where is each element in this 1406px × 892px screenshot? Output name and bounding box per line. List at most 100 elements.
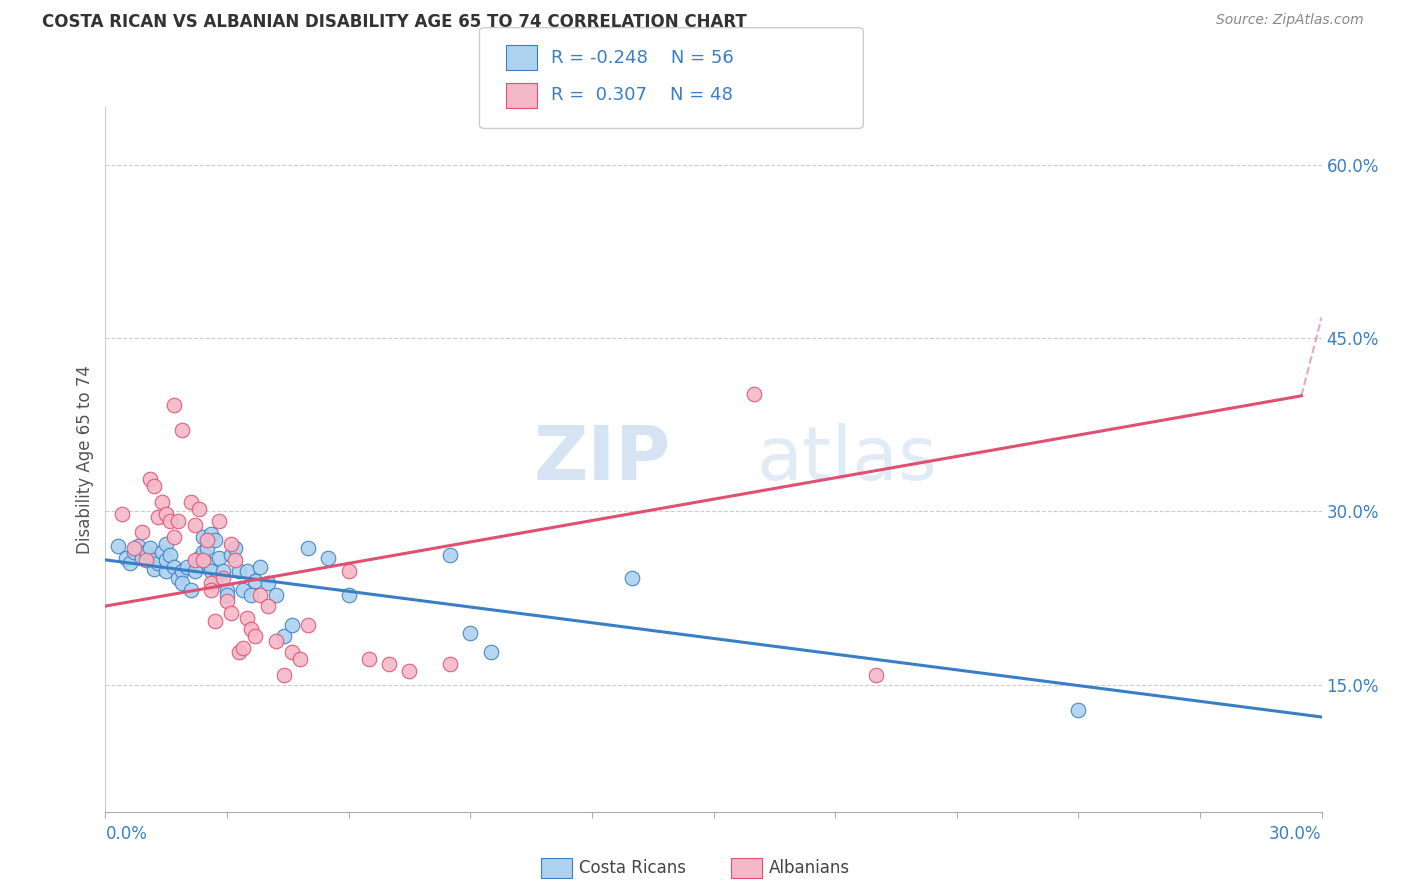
Point [127, 539, 149, 553]
Point [131, 525, 153, 540]
Point [236, 565, 259, 579]
Point [187, 550, 209, 565]
Point [183, 518, 205, 533]
Point [245, 574, 267, 588]
Point [191, 553, 214, 567]
Point [180, 495, 202, 509]
Point [337, 588, 360, 602]
Point [273, 668, 295, 682]
Point [297, 617, 319, 632]
Point [135, 553, 157, 567]
Point [183, 553, 205, 567]
Point [191, 530, 214, 544]
Point [219, 537, 242, 551]
Point [122, 545, 145, 559]
Point [297, 541, 319, 556]
Point [378, 657, 401, 671]
Point [212, 571, 235, 585]
Point [264, 588, 287, 602]
Point [146, 557, 169, 571]
Point [337, 565, 360, 579]
Point [176, 559, 198, 574]
Point [139, 472, 162, 486]
Point [219, 548, 242, 562]
Point [143, 562, 166, 576]
Point [122, 541, 145, 556]
Point [143, 553, 166, 567]
Text: 0.0%: 0.0% [105, 825, 148, 843]
Point [212, 565, 235, 579]
Point [240, 588, 263, 602]
Text: R =  0.307    N = 48: R = 0.307 N = 48 [551, 87, 733, 104]
Point [264, 633, 287, 648]
Point [217, 582, 239, 597]
Point [204, 533, 226, 548]
Text: atlas: atlas [756, 423, 938, 496]
Point [167, 571, 190, 585]
Point [107, 539, 129, 553]
Point [228, 565, 250, 579]
Point [155, 507, 177, 521]
Point [200, 576, 222, 591]
Point [200, 527, 222, 541]
Point [217, 594, 239, 608]
Point [163, 530, 186, 544]
Point [155, 553, 177, 567]
Point [163, 559, 186, 574]
Point [139, 541, 162, 556]
Point [191, 545, 214, 559]
Point [208, 514, 231, 528]
Point [273, 629, 295, 643]
Point [742, 386, 765, 401]
Text: COSTA RICAN VS ALBANIAN DISABILITY AGE 65 TO 74 CORRELATION CHART: COSTA RICAN VS ALBANIAN DISABILITY AGE 6… [42, 13, 747, 31]
Point [172, 424, 194, 438]
Point [228, 645, 250, 659]
Point [249, 588, 271, 602]
Point [236, 610, 259, 624]
Point [224, 541, 246, 556]
Text: R = -0.248    N = 56: R = -0.248 N = 56 [551, 49, 734, 67]
Point [479, 645, 502, 659]
Point [195, 533, 218, 548]
Point [219, 606, 242, 620]
Point [281, 617, 304, 632]
Point [256, 599, 278, 613]
Point [318, 550, 340, 565]
Point [118, 557, 141, 571]
Point [204, 574, 226, 588]
Point [281, 645, 304, 659]
Point [163, 398, 186, 412]
Point [232, 640, 254, 655]
Point [1067, 703, 1090, 717]
Point [208, 550, 231, 565]
Point [159, 548, 181, 562]
Point [357, 652, 380, 666]
Point [180, 582, 202, 597]
Point [111, 507, 134, 521]
Point [865, 668, 887, 682]
Text: ZIP: ZIP [534, 423, 671, 496]
Point [240, 622, 263, 636]
Point [150, 545, 173, 559]
Point [256, 576, 278, 591]
Point [621, 571, 644, 585]
Text: 30.0%: 30.0% [1270, 825, 1322, 843]
Point [183, 565, 205, 579]
Point [232, 582, 254, 597]
Point [204, 614, 226, 628]
Y-axis label: Disability Age 65 to 74: Disability Age 65 to 74 [76, 365, 94, 554]
Point [249, 559, 271, 574]
Point [172, 565, 194, 579]
Point [187, 502, 209, 516]
Point [131, 550, 153, 565]
Point [224, 553, 246, 567]
Point [458, 625, 481, 640]
Point [155, 537, 177, 551]
Point [439, 548, 461, 562]
Point [195, 557, 218, 571]
Point [195, 541, 218, 556]
Text: Albanians: Albanians [769, 859, 851, 877]
Point [143, 479, 166, 493]
Point [172, 576, 194, 591]
Point [200, 582, 222, 597]
